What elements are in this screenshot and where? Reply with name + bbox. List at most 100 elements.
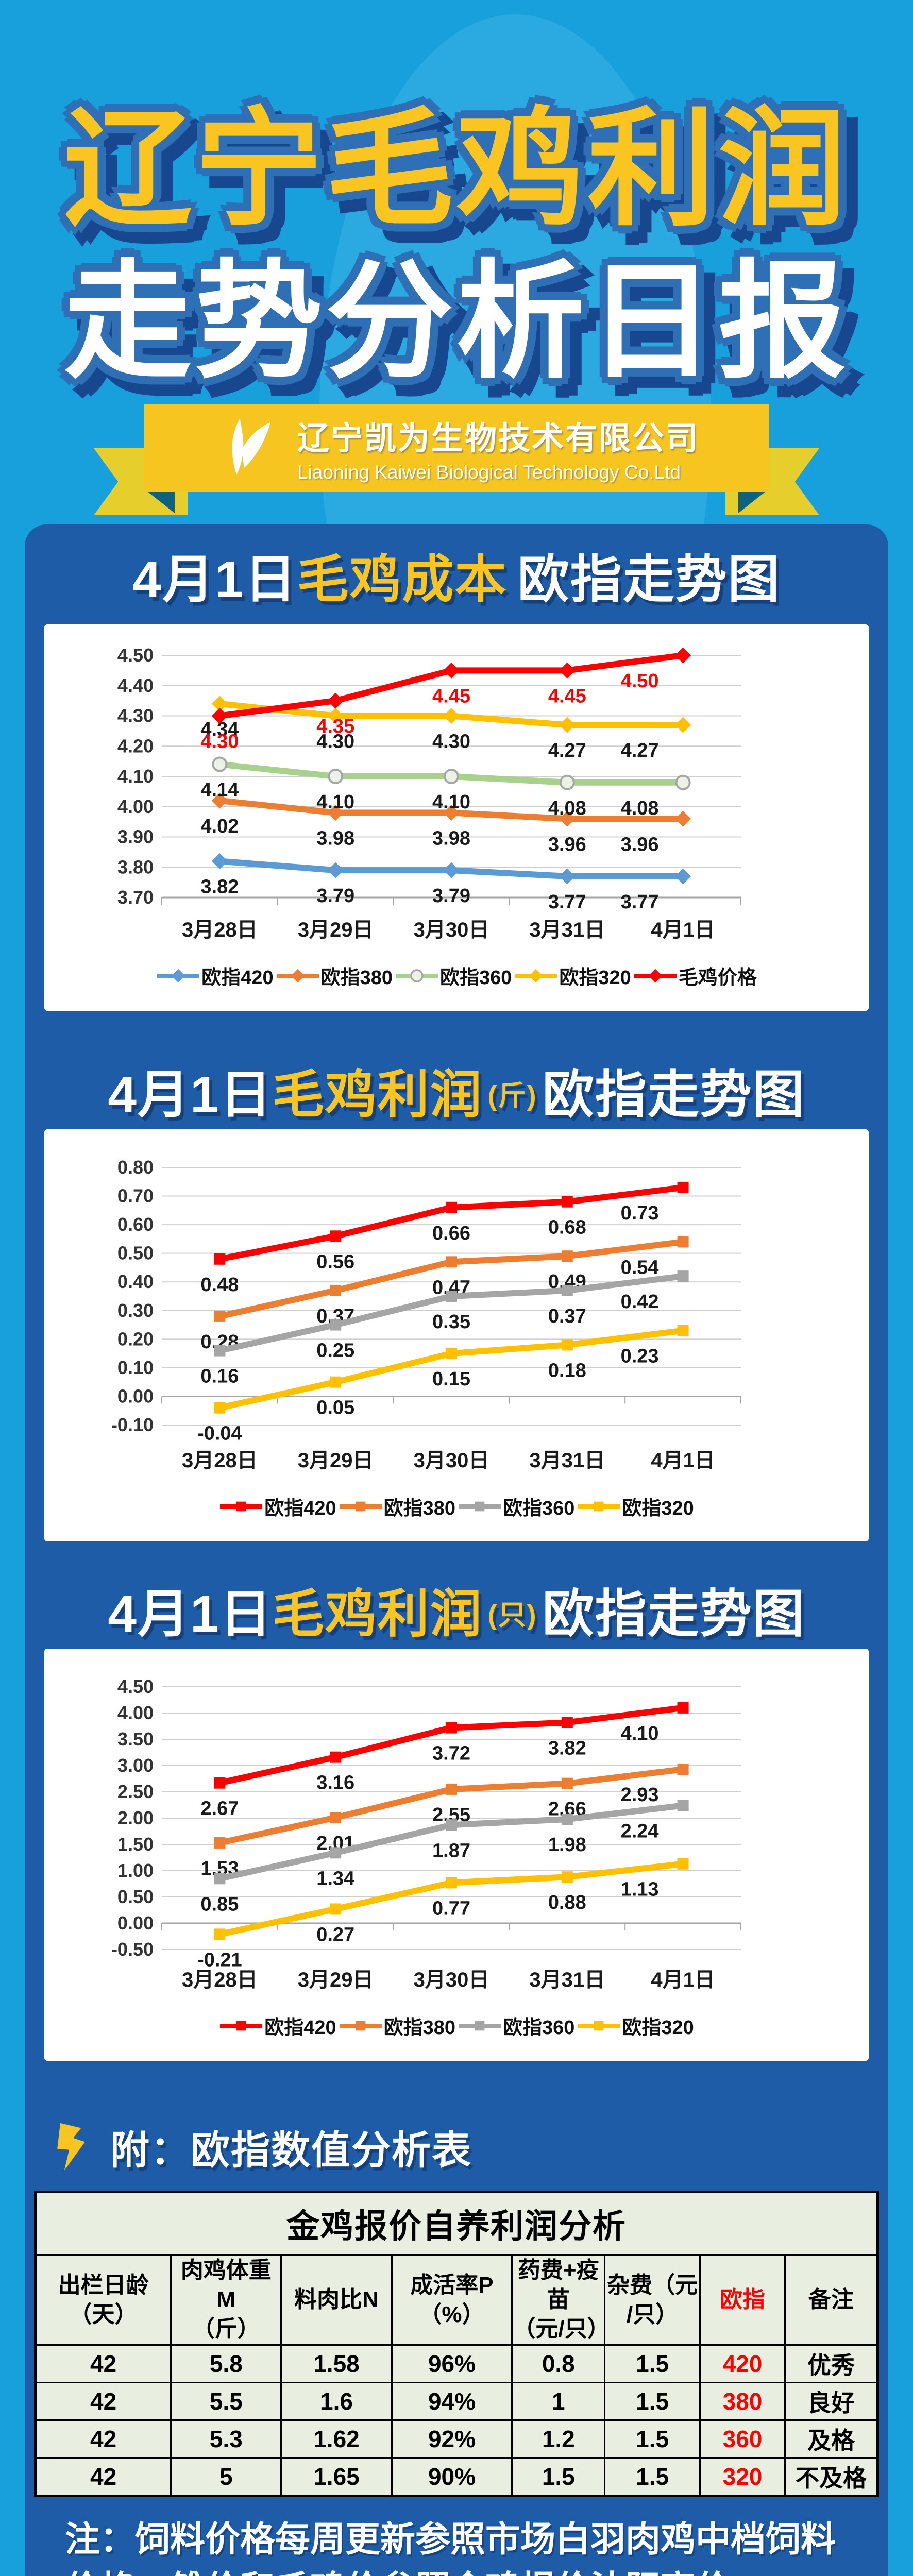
square-marker	[475, 2021, 485, 2030]
diamond-marker	[327, 862, 344, 878]
table-cell: 1.2	[511, 2419, 606, 2459]
diamond-marker	[675, 868, 691, 885]
legend-label: 欧指360	[503, 1498, 575, 1519]
table-cell: 380	[699, 2381, 786, 2421]
data-label-欧指420: 3.82	[548, 1737, 586, 1759]
square-marker	[677, 1800, 689, 1811]
company-banner-band: 辽宁凯为生物技术有限公司 Liaoning Kaiwei Biological …	[144, 404, 769, 492]
y-tick-label: 0.10	[117, 1357, 154, 1378]
table-cell: 1.5	[511, 2456, 606, 2497]
square-marker	[677, 1325, 689, 1336]
table-cell: 360	[699, 2419, 786, 2459]
cost-chart-box: 3.70 3.80 3.90 4.00 4.10 4.20 4.30 4.40 4.50 3月28…	[44, 624, 869, 1011]
legend-item-欧指360: 欧指360	[458, 2011, 574, 2040]
square-marker	[330, 1847, 342, 1859]
y-tick-label: 2.00	[117, 1807, 154, 1828]
data-label-欧指420: 3.72	[432, 1743, 470, 1765]
diamond-marker	[559, 717, 576, 733]
legend-marker-icon	[339, 1501, 382, 1511]
square-marker	[561, 1250, 573, 1262]
table-row: 42 5.3 1.62 92% 1.2 1.5 360 及格	[34, 2419, 878, 2459]
square-marker	[594, 1501, 604, 1511]
x-category-label: 3月30日	[414, 1449, 489, 1472]
data-label-欧指360: 0.42	[621, 1291, 659, 1313]
data-label-欧指380: 4.02	[200, 816, 239, 837]
legend-item-欧指320: 欧指320	[577, 2011, 694, 2040]
data-label-欧指360: 0.37	[548, 1306, 586, 1327]
diamond-marker	[443, 862, 460, 878]
legend-marker-icon	[634, 969, 677, 982]
square-marker	[677, 1858, 689, 1870]
table-cell: 1.5	[604, 2344, 701, 2383]
profit-per-bird-trend-chart: -0.50 0.00 0.50 1.00 1.50 2.00 2.50 3.00 3.50 4.0…	[111, 1676, 741, 1991]
legend-label: 欧指320	[622, 1498, 694, 1519]
chart-title-suffix: 欧指走势图	[542, 1066, 805, 1124]
data-label-欧指420: 2.67	[200, 1798, 239, 1820]
table-cell: 42	[34, 2419, 172, 2459]
column-header: 欧指	[699, 2254, 786, 2346]
square-marker	[446, 1291, 457, 1302]
column-header: 成活率P （%）	[391, 2254, 513, 2346]
company-name-cn: 辽宁凯为生物技术有限公司	[297, 421, 699, 456]
data-label-毛鸡价格: 4.50	[621, 670, 659, 692]
legend-label: 欧指420	[264, 2017, 336, 2039]
legend-label: 欧指380	[383, 1498, 455, 1519]
legend-item-欧指360: 欧指360	[458, 1492, 574, 1520]
data-label-欧指320: 0.88	[548, 1892, 586, 1913]
table-cell: 90%	[391, 2456, 513, 2497]
data-label-欧指360: 4.10	[432, 791, 470, 813]
y-tick-label: 0.50	[117, 1886, 154, 1907]
table-cell: 1.65	[280, 2456, 393, 2497]
data-label-欧指420: 0.73	[621, 1202, 659, 1224]
table-cell: 420	[699, 2344, 786, 2383]
data-label-欧指320: -0.04	[197, 1423, 242, 1445]
x-category-label: 3月28日	[182, 919, 258, 941]
data-label-欧指360: 1.98	[548, 1834, 586, 1856]
data-label-欧指360: 0.16	[200, 1366, 239, 1387]
square-marker	[356, 2021, 365, 2030]
column-header: 备注	[784, 2254, 878, 2346]
y-tick-label: 4.00	[117, 796, 154, 817]
data-label-欧指320: 0.27	[316, 1924, 354, 1945]
legend-marker-icon	[220, 1501, 263, 1511]
data-label-欧指360: 4.08	[621, 798, 659, 819]
diamond-marker	[171, 969, 185, 982]
table-title-row: 金鸡报价自养利润分析	[35, 2191, 878, 2256]
data-label-毛鸡价格: 4.45	[432, 685, 470, 707]
table-cell: 96%	[391, 2344, 513, 2383]
data-label-欧指420: 0.48	[200, 1274, 239, 1296]
x-category-label: 4月1日	[651, 1969, 715, 1991]
data-label-欧指380: 3.98	[432, 828, 470, 850]
data-label-欧指320: 4.27	[548, 740, 586, 761]
square-marker	[214, 1777, 226, 1789]
table-cell: 1.58	[280, 2344, 393, 2383]
diamond-marker	[211, 853, 228, 870]
y-tick-label: 4.10	[117, 766, 154, 787]
square-marker	[561, 1196, 573, 1208]
data-label-毛鸡价格: 4.30	[200, 731, 239, 753]
y-tick-label: 1.00	[117, 1860, 154, 1881]
square-marker	[214, 1253, 226, 1265]
legend-marker-icon	[157, 969, 200, 982]
square-marker	[214, 1928, 226, 1940]
legend-label: 欧指360	[503, 2017, 575, 2039]
legend-marker-icon	[459, 2021, 501, 2030]
chart-title-highlight: 毛鸡利润	[272, 1066, 483, 1124]
square-marker	[561, 1284, 573, 1296]
table-cell: 5.5	[170, 2381, 282, 2421]
data-label-欧指420: 3.82	[200, 876, 239, 898]
y-tick-label: 0.80	[117, 1157, 154, 1178]
table-cell: 1	[511, 2381, 606, 2421]
chart-title-unit: (只)	[487, 1600, 537, 1631]
poster-title-line1: 辽宁毛鸡利润	[64, 97, 849, 241]
square-marker	[214, 1873, 226, 1885]
diamond-marker	[327, 692, 344, 709]
table-cell: 优秀	[784, 2344, 878, 2383]
y-tick-label: 0.00	[117, 1385, 154, 1406]
table-cell: 1.6	[280, 2381, 393, 2421]
x-category-label: 3月29日	[298, 1449, 374, 1472]
table-cell: 42	[34, 2344, 172, 2383]
bent-arrow-icon	[57, 2123, 85, 2171]
square-marker	[446, 1256, 457, 1268]
legend-item-欧指320: 欧指320	[514, 961, 631, 990]
